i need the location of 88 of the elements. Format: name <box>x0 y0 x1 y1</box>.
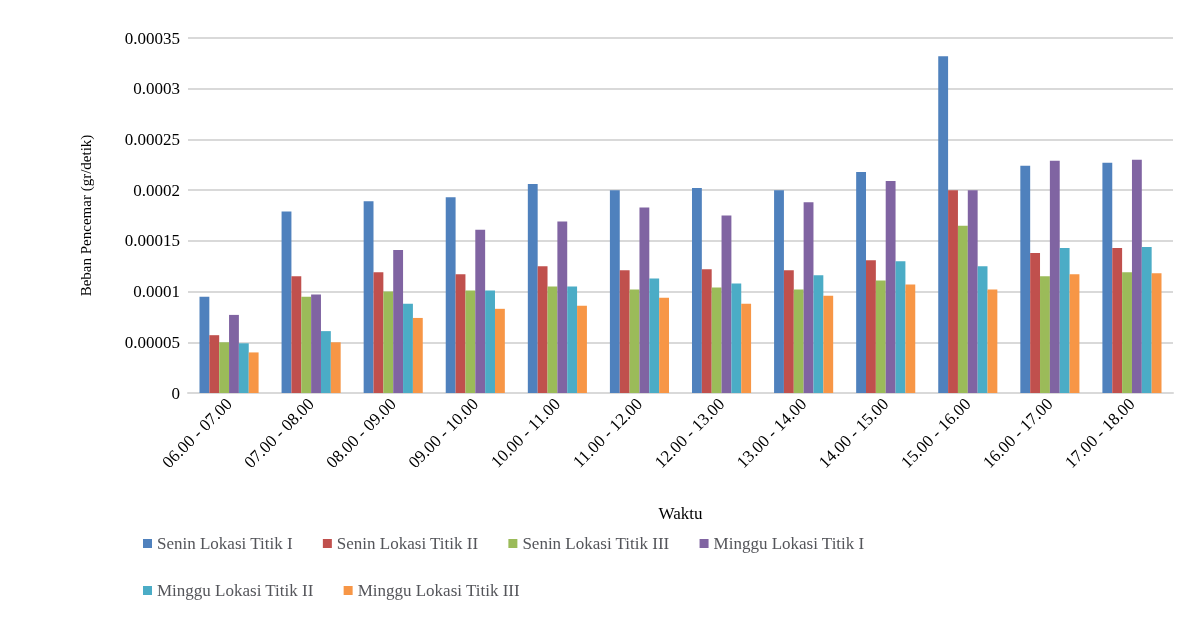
bar <box>967 190 978 393</box>
bar <box>711 287 722 393</box>
legend-label: Minggu Lokasi Titik III <box>357 581 520 600</box>
bar <box>527 184 538 393</box>
bar <box>659 297 670 393</box>
bar <box>209 335 220 393</box>
y-tick-label: 0.00025 <box>124 129 180 149</box>
y-axis-title: Beban Pencemar (gr/detik) <box>77 134 95 297</box>
bar <box>938 56 949 393</box>
bar <box>609 190 620 393</box>
legend-label: Senin Lokasi Titik II <box>336 534 479 553</box>
bar <box>1131 159 1142 393</box>
bar <box>485 290 495 393</box>
bar <box>301 296 312 393</box>
y-tick-label: 0 <box>171 383 180 403</box>
bar <box>856 171 867 393</box>
y-tick-label: 0.0001 <box>133 282 180 302</box>
y-tick-label: 0.0002 <box>133 180 180 200</box>
bar <box>393 249 404 393</box>
bar <box>783 270 794 393</box>
bar <box>455 274 466 393</box>
bar <box>619 270 630 393</box>
bar <box>957 225 968 393</box>
bar <box>885 181 896 393</box>
bar <box>1151 273 1162 393</box>
x-axis-title: Waktu <box>658 504 703 523</box>
bar <box>281 211 292 393</box>
bar <box>793 289 804 393</box>
bar <box>1069 274 1080 393</box>
bar <box>567 286 578 393</box>
bar <box>823 295 834 393</box>
bar <box>948 190 958 393</box>
bar <box>248 352 259 393</box>
bar <box>1102 162 1113 393</box>
bar <box>403 303 413 393</box>
bar <box>1030 253 1041 393</box>
bar <box>1122 272 1132 393</box>
bar <box>445 197 456 393</box>
bar <box>731 283 742 393</box>
y-tick-label: 0.00035 <box>124 28 180 48</box>
bar <box>373 272 384 393</box>
bar <box>229 314 239 393</box>
bar <box>1141 246 1152 393</box>
bar <box>1112 247 1123 393</box>
bar <box>557 221 568 393</box>
bar <box>199 296 210 393</box>
bar <box>1049 160 1060 393</box>
bar <box>813 275 824 393</box>
legend-label: Senin Lokasi Titik I <box>157 534 293 553</box>
bar <box>383 291 394 393</box>
bar <box>905 284 916 393</box>
bar <box>987 289 998 393</box>
bar <box>629 289 640 393</box>
bar <box>320 331 331 393</box>
bar <box>721 215 732 393</box>
bar <box>475 229 486 393</box>
bar <box>691 188 702 393</box>
bar <box>1040 276 1050 393</box>
y-tick-label: 0.00005 <box>124 332 180 352</box>
bar <box>866 260 876 393</box>
bar <box>649 278 660 393</box>
bar <box>219 342 230 393</box>
y-tick-label: 0.0003 <box>133 79 180 99</box>
bar <box>1059 247 1070 393</box>
legend-label: Minggu Lokasi Titik II <box>157 581 314 600</box>
y-tick-label: 0.00015 <box>124 231 180 251</box>
bar <box>311 294 321 393</box>
bar <box>547 286 558 393</box>
bar <box>577 305 587 393</box>
bar <box>895 261 906 393</box>
bar <box>774 190 784 393</box>
bar <box>977 266 988 393</box>
bar <box>363 201 374 393</box>
legend-label: Senin Lokasi Titik III <box>522 534 670 553</box>
bar <box>1020 165 1031 393</box>
bar <box>701 269 712 393</box>
bar <box>875 280 886 393</box>
bar <box>741 303 752 393</box>
bar <box>330 342 341 393</box>
bar <box>537 266 548 393</box>
bar <box>465 290 476 393</box>
legend-label: Minggu Lokasi Titik I <box>713 534 865 553</box>
bar <box>494 308 505 393</box>
bar <box>803 202 814 393</box>
bar <box>412 317 423 393</box>
bar <box>291 276 302 393</box>
bar <box>639 207 650 393</box>
bar <box>238 343 249 393</box>
